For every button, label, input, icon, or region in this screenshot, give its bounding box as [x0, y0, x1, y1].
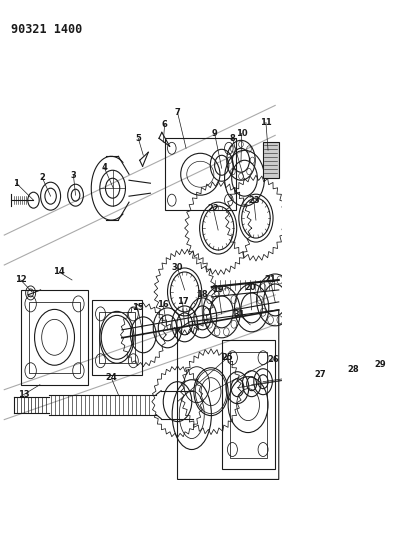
- Text: 6: 6: [162, 120, 167, 129]
- Text: 31: 31: [234, 310, 245, 319]
- Bar: [21, 290, 88, 385]
- Bar: [222, 340, 275, 470]
- Bar: [92, 300, 142, 375]
- Text: 30: 30: [172, 263, 183, 272]
- Text: 13: 13: [18, 390, 29, 399]
- Text: 9: 9: [212, 129, 218, 138]
- Text: 20: 20: [245, 284, 256, 293]
- Text: 23: 23: [248, 196, 260, 205]
- Text: 29: 29: [374, 360, 386, 369]
- Text: 18: 18: [196, 290, 207, 300]
- Text: 11: 11: [260, 118, 272, 127]
- Text: 90321 1400: 90321 1400: [11, 22, 82, 36]
- Text: 16: 16: [157, 301, 169, 309]
- Text: 26: 26: [267, 356, 279, 364]
- Text: 5: 5: [135, 134, 141, 143]
- Text: 17: 17: [177, 297, 188, 306]
- Text: 19: 19: [213, 286, 224, 294]
- Text: 22: 22: [207, 204, 219, 213]
- Bar: [29, 302, 80, 373]
- Text: 12: 12: [15, 276, 26, 285]
- Text: 2: 2: [39, 173, 45, 182]
- Text: 24: 24: [105, 373, 117, 382]
- Text: 7: 7: [175, 108, 181, 117]
- Text: 3: 3: [71, 171, 76, 180]
- Bar: [230, 352, 267, 457]
- Text: 15: 15: [132, 303, 143, 312]
- Text: 10: 10: [236, 129, 248, 138]
- Text: 1: 1: [13, 179, 19, 188]
- Bar: [165, 139, 236, 210]
- Text: 28: 28: [348, 365, 359, 374]
- Text: 27: 27: [314, 370, 326, 379]
- Bar: [263, 142, 279, 178]
- Text: 8: 8: [229, 134, 235, 143]
- Text: 21: 21: [264, 276, 276, 285]
- Text: 14: 14: [53, 268, 65, 277]
- Bar: [99, 312, 135, 363]
- Text: 4: 4: [101, 163, 107, 172]
- Text: 25: 25: [222, 353, 233, 362]
